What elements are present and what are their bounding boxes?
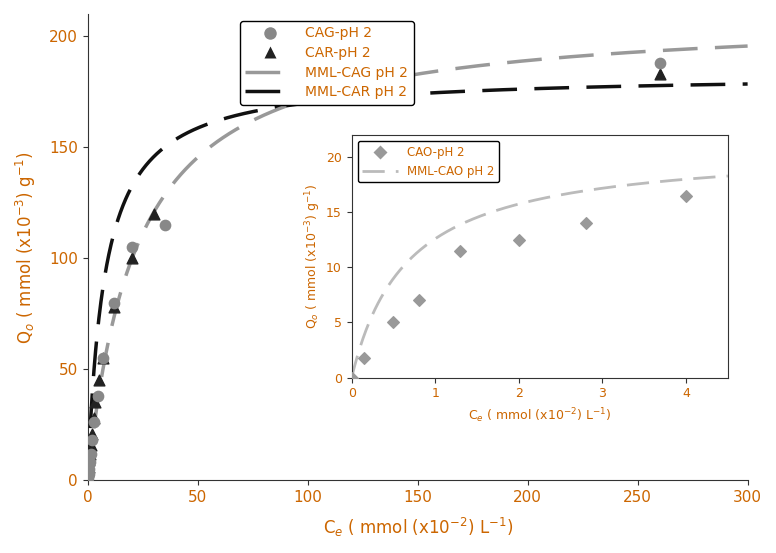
Point [97,353,109,362]
Point [92,376,105,385]
Point [88,414,100,422]
Point [126,243,138,252]
Point [82,471,95,480]
Point [108,302,120,311]
Point [86,436,99,445]
Y-axis label: Q$_o$ ( mmol (x10$^{-3}$) g$^{-1}$): Q$_o$ ( mmol (x10$^{-3}$) g$^{-1}$) [14,150,38,343]
Point [86,429,99,438]
Legend: CAG-pH 2, CAR-pH 2, MML-CAG pH 2, MML-CAR pH 2: CAG-pH 2, CAR-pH 2, MML-CAG pH 2, MML-CA… [240,21,414,105]
Point [85,449,97,458]
Point [83,456,95,465]
Point [81,473,94,482]
Point [82,462,95,471]
Point [158,221,171,229]
Point [147,209,160,218]
Point [653,70,666,79]
Point [653,58,666,67]
Point [84,449,96,458]
Point [89,398,102,407]
Point [88,418,101,427]
Point [97,353,109,362]
Point [108,298,120,307]
Point [126,254,138,263]
Point [82,469,95,478]
Point [82,467,95,476]
Point [84,458,96,467]
Point [92,392,104,400]
Point [82,473,95,482]
X-axis label: C$_e$ ( mmol (x10$^{-2}$) L$^{-1}$): C$_e$ ( mmol (x10$^{-2}$) L$^{-1}$) [323,516,513,539]
Point [85,440,97,449]
Point [83,465,95,473]
